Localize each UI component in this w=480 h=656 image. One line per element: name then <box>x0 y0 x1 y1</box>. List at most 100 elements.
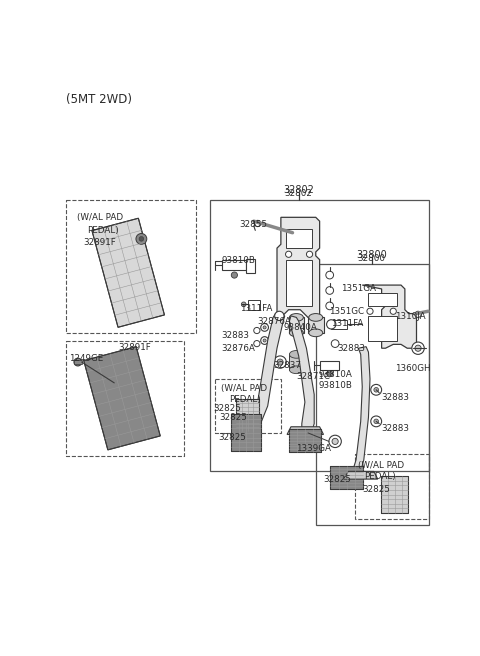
Text: 32891F: 32891F <box>83 238 116 247</box>
Polygon shape <box>369 293 397 306</box>
Text: 1360GH: 1360GH <box>395 363 431 373</box>
Polygon shape <box>222 260 246 270</box>
Ellipse shape <box>306 251 312 257</box>
Text: 32891F: 32891F <box>118 343 151 352</box>
Ellipse shape <box>326 271 334 279</box>
Text: 32825: 32825 <box>214 403 241 413</box>
Text: 32825: 32825 <box>324 474 351 483</box>
Text: 32825: 32825 <box>219 413 247 422</box>
Ellipse shape <box>136 234 147 244</box>
Text: 93810B: 93810B <box>319 380 353 390</box>
Ellipse shape <box>263 339 266 342</box>
Polygon shape <box>244 314 285 434</box>
Text: 32883: 32883 <box>221 331 249 340</box>
Bar <box>355 455 429 519</box>
Text: 1351GA: 1351GA <box>340 284 375 293</box>
Bar <box>66 200 196 333</box>
Ellipse shape <box>371 416 382 427</box>
Polygon shape <box>286 260 312 306</box>
Ellipse shape <box>326 371 333 377</box>
Text: 32883: 32883 <box>337 344 365 353</box>
Polygon shape <box>288 354 304 370</box>
Polygon shape <box>74 359 82 364</box>
Ellipse shape <box>367 308 373 314</box>
Ellipse shape <box>74 358 82 366</box>
Ellipse shape <box>331 340 339 348</box>
Ellipse shape <box>326 319 336 329</box>
Polygon shape <box>353 346 370 473</box>
Polygon shape <box>236 399 259 432</box>
Text: (W/AL PAD: (W/AL PAD <box>221 384 267 393</box>
Text: (5MT 2WD): (5MT 2WD) <box>66 92 132 106</box>
Text: (W/AL PAD: (W/AL PAD <box>77 213 123 222</box>
Text: 1249GE: 1249GE <box>69 354 104 363</box>
Polygon shape <box>330 466 363 489</box>
Ellipse shape <box>231 272 238 278</box>
Polygon shape <box>287 230 299 240</box>
Bar <box>316 264 429 525</box>
Ellipse shape <box>332 438 338 445</box>
Polygon shape <box>277 217 320 318</box>
Text: 32883: 32883 <box>381 393 409 402</box>
Polygon shape <box>362 285 417 348</box>
Ellipse shape <box>275 311 284 321</box>
Text: 93810A: 93810A <box>319 370 353 379</box>
Polygon shape <box>248 300 260 310</box>
Polygon shape <box>331 319 347 329</box>
Polygon shape <box>344 472 378 479</box>
Text: PEDAL): PEDAL) <box>229 395 261 404</box>
Text: PEDAL): PEDAL) <box>87 226 119 235</box>
Text: 1339GA: 1339GA <box>296 445 331 453</box>
Ellipse shape <box>390 308 396 314</box>
Polygon shape <box>289 318 304 333</box>
Polygon shape <box>246 259 255 273</box>
Ellipse shape <box>412 342 424 354</box>
Polygon shape <box>84 346 160 450</box>
Text: 32871C: 32871C <box>296 372 330 381</box>
Polygon shape <box>320 361 339 370</box>
Ellipse shape <box>261 323 268 331</box>
Text: 1310JA: 1310JA <box>395 312 425 321</box>
Text: PEDAL): PEDAL) <box>364 472 396 482</box>
Polygon shape <box>92 218 165 327</box>
Bar <box>215 379 281 433</box>
Ellipse shape <box>309 329 323 337</box>
Ellipse shape <box>326 302 334 310</box>
Ellipse shape <box>289 329 303 337</box>
Ellipse shape <box>241 302 246 306</box>
Bar <box>66 340 184 456</box>
Text: 32800: 32800 <box>358 255 385 263</box>
Ellipse shape <box>254 327 260 334</box>
Text: 32825: 32825 <box>218 433 246 442</box>
Ellipse shape <box>289 314 303 321</box>
Polygon shape <box>369 316 397 340</box>
Text: 32825: 32825 <box>362 485 390 493</box>
Polygon shape <box>286 229 312 248</box>
Text: (W/AL PAD: (W/AL PAD <box>359 461 405 470</box>
Ellipse shape <box>374 419 379 424</box>
Polygon shape <box>308 318 324 333</box>
Text: 1311FA: 1311FA <box>240 304 272 314</box>
Text: 1351GC: 1351GC <box>329 306 364 316</box>
Ellipse shape <box>374 388 379 392</box>
Text: 1311FA: 1311FA <box>331 319 364 328</box>
Text: 32802: 32802 <box>285 189 312 198</box>
Polygon shape <box>289 316 314 433</box>
Polygon shape <box>288 429 321 452</box>
Ellipse shape <box>277 359 283 365</box>
Ellipse shape <box>274 356 286 368</box>
Text: 32883: 32883 <box>381 424 409 433</box>
Ellipse shape <box>286 251 292 257</box>
Ellipse shape <box>415 345 421 352</box>
Text: 93840A: 93840A <box>283 323 317 332</box>
Ellipse shape <box>329 435 341 447</box>
Text: 32876A: 32876A <box>258 318 291 327</box>
Text: 32876A: 32876A <box>221 344 255 353</box>
Ellipse shape <box>326 287 334 295</box>
Text: 32802: 32802 <box>283 185 314 195</box>
Polygon shape <box>287 427 324 434</box>
Ellipse shape <box>371 384 382 395</box>
Ellipse shape <box>263 326 266 329</box>
Text: 32837: 32837 <box>273 361 301 370</box>
Text: 93810B: 93810B <box>222 256 256 265</box>
